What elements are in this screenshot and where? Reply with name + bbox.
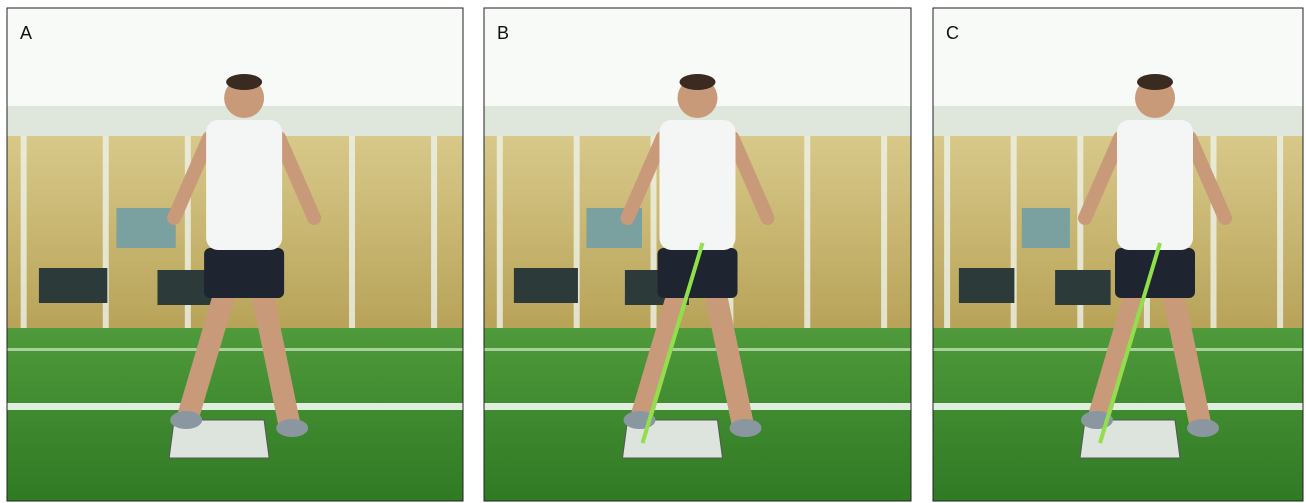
field-line	[933, 403, 1303, 410]
pillar	[20, 136, 27, 331]
turf	[7, 328, 463, 501]
photo-panel	[933, 8, 1303, 501]
shoe	[1187, 419, 1219, 437]
arm	[725, 131, 775, 225]
field-line	[484, 348, 911, 351]
bench	[513, 268, 578, 303]
pillar	[1010, 136, 1017, 331]
pillar	[102, 136, 109, 331]
field-line	[7, 348, 463, 351]
shirt	[659, 120, 736, 250]
resistance-band	[640, 242, 705, 444]
shirt	[1117, 120, 1193, 250]
window	[116, 208, 176, 248]
leg	[248, 267, 301, 434]
shoe	[170, 411, 203, 429]
panel-border	[932, 7, 1304, 502]
pillar	[944, 136, 951, 331]
panel-label: A	[20, 23, 32, 43]
pillar	[881, 136, 888, 331]
pillar	[1277, 136, 1284, 331]
shirt	[206, 120, 283, 250]
shorts	[657, 248, 738, 298]
panel-border	[6, 7, 464, 502]
resistance-band	[1098, 242, 1162, 444]
hair	[679, 74, 716, 90]
arm	[620, 131, 670, 225]
shoe	[729, 419, 762, 437]
field-line	[7, 403, 463, 410]
bench	[38, 268, 108, 303]
arm	[1183, 131, 1232, 225]
bench	[958, 268, 1015, 303]
window	[1021, 208, 1070, 248]
pillar	[496, 136, 503, 331]
leg	[178, 267, 241, 424]
panel-border	[483, 7, 912, 502]
turf	[484, 328, 911, 501]
shorts	[204, 248, 285, 298]
hair	[1137, 74, 1173, 90]
arm	[1078, 131, 1127, 225]
leg	[631, 267, 694, 424]
pillar	[184, 136, 191, 331]
pillar	[1077, 136, 1084, 331]
leg	[1159, 267, 1211, 434]
pillar	[573, 136, 580, 331]
shoe	[276, 419, 309, 437]
panel-label: C	[946, 23, 959, 43]
panel-label: B	[497, 23, 509, 43]
hair	[226, 74, 263, 90]
mat	[168, 419, 270, 459]
pillar	[431, 136, 438, 331]
leg	[701, 267, 754, 434]
pillar	[650, 136, 657, 331]
leg	[1089, 267, 1151, 424]
pillar	[349, 136, 355, 331]
shorts	[1115, 248, 1195, 298]
arm	[272, 131, 322, 225]
bench	[1055, 270, 1111, 305]
photo-panel	[7, 8, 463, 501]
field-line	[484, 403, 911, 410]
pillar	[804, 136, 811, 331]
pillar	[1210, 136, 1217, 331]
arm	[167, 131, 217, 225]
photo-panel	[484, 8, 911, 501]
